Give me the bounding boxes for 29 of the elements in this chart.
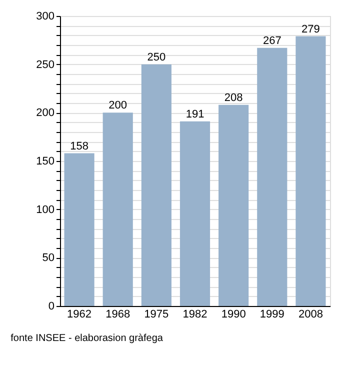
x-tick-label: 1982 (182, 308, 208, 320)
data-label: 200 (108, 100, 128, 112)
data-label: 279 (302, 23, 320, 36)
bar (64, 153, 94, 306)
bar (141, 64, 172, 306)
x-tick-label: 2008 (298, 308, 323, 320)
x-tick-label: 1962 (67, 308, 92, 320)
data-label: 158 (70, 140, 88, 152)
x-tick-label: 1975 (144, 308, 169, 320)
data-label: 250 (147, 51, 166, 64)
bar (296, 36, 326, 306)
x-tick-label: 1999 (260, 308, 284, 320)
y-tick-label: 100 (36, 204, 54, 216)
y-tick-label: 300 (36, 10, 54, 22)
data-label: 191 (186, 108, 204, 120)
bar (180, 121, 210, 306)
bar (257, 48, 288, 306)
x-tick-label: 1968 (106, 308, 130, 320)
x-tick-label: 1990 (221, 308, 246, 320)
data-label: 267 (262, 34, 282, 47)
y-tick-label: 150 (36, 156, 54, 168)
source-note: fonte INSEE - elaborasion gràfega (10, 333, 164, 344)
y-tick-label: 50 (42, 252, 54, 264)
y-tick-label: 0 (48, 300, 54, 312)
y-tick-label: 250 (36, 58, 54, 71)
bar (218, 104, 249, 306)
y-tick-label: 200 (36, 107, 54, 120)
bar (102, 112, 133, 306)
data-label: 208 (224, 92, 243, 104)
